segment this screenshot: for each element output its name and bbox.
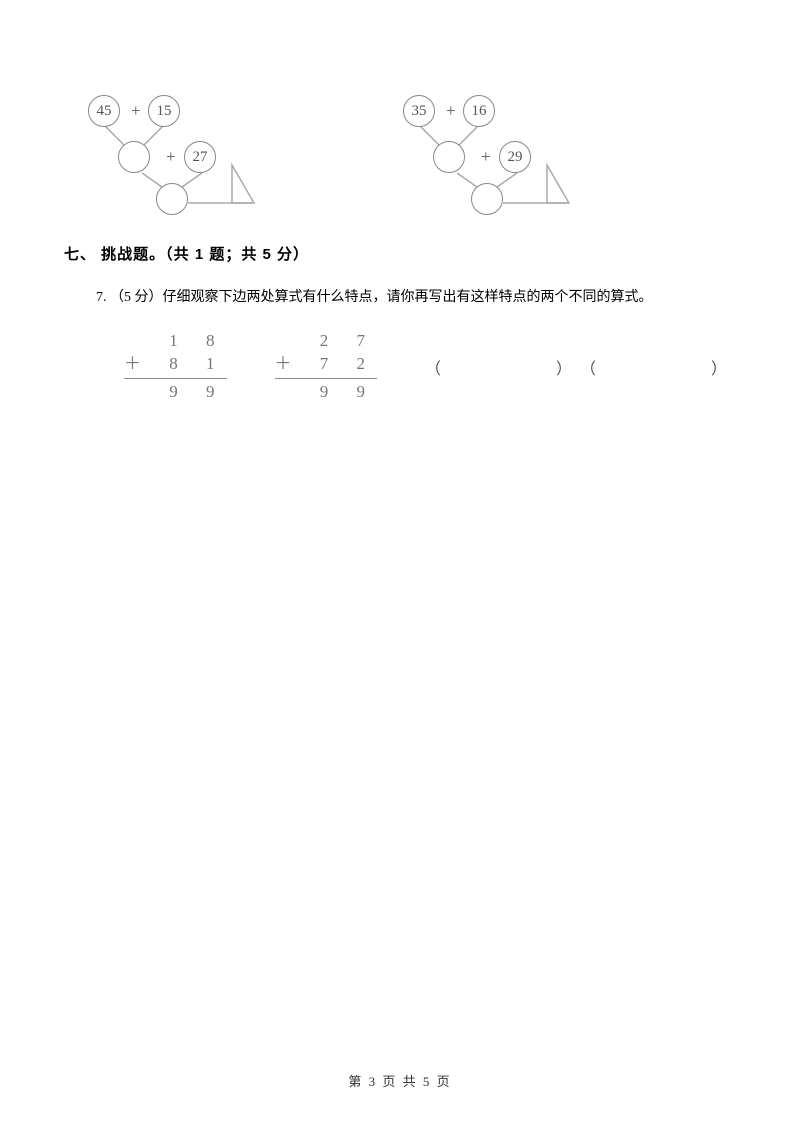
diagram-2-circle-tr: 16 [463, 95, 495, 127]
column-sum-2-r3: 9 9 [275, 378, 378, 404]
diagram-1-plus-top: + [131, 101, 141, 121]
column-sum-1-r1: 1 8 [124, 330, 227, 353]
diagram-1-circle-tr: 15 [148, 95, 180, 127]
diagram-1-circle-mid [118, 141, 150, 173]
diagram-2: 35 + 16 + 29 [399, 95, 629, 215]
diagram-2-plus-mid: + [481, 147, 491, 167]
section-7-heading: 七、 挑战题。（共 1 题；共 5 分） [64, 243, 736, 264]
column-sum-2-r1: 2 7 [275, 330, 378, 353]
answer-blank-1: （ ） [425, 355, 572, 379]
diagram-1-circle-bot [156, 183, 188, 215]
diagram-1-circle-tl: 45 [88, 95, 120, 127]
question-7-text: 仔细观察下边两处算式有什么特点，请你再写出有这样特点的两个不同的算式。 [163, 290, 653, 305]
paren-close-1: ） [556, 355, 572, 379]
diagram-1-plus-mid: + [166, 147, 176, 167]
diagram-2-circle-mid [433, 141, 465, 173]
question-7: 7. （5 分）仔细观察下边两处算式有什么特点，请你再写出有这样特点的两个不同的… [96, 286, 736, 306]
diagram-2-plus-top: + [446, 101, 456, 121]
column-sum-1: 1 8 ＋ 8 1 9 9 [124, 330, 227, 404]
column-sum-1-r2: ＋ 8 1 [124, 353, 227, 376]
column-sum-2: 2 7 ＋ 7 2 9 9 [275, 330, 378, 404]
question-7-points: （5 分） [110, 290, 163, 305]
paren-open-1: （ [425, 355, 441, 379]
diagrams-row: 45 + 15 + 27 35 + 16 + 29 [84, 95, 736, 215]
diagram-2-circle-tl: 35 [403, 95, 435, 127]
page-footer: 第 3 页 共 5 页 [0, 1071, 800, 1090]
paren-open-2: （ [580, 355, 596, 379]
diagram-2-circle-side: 29 [499, 141, 531, 173]
answer-blank-2: （ ） [580, 355, 727, 379]
column-sum-2-r2: ＋ 7 2 [275, 353, 378, 376]
diagram-1: 45 + 15 + 27 [84, 95, 314, 215]
paren-close-2: ） [711, 355, 727, 379]
diagram-1-circle-side: 27 [184, 141, 216, 173]
question-7-num: 7. [96, 290, 110, 305]
column-sums-row: 1 8 ＋ 8 1 9 9 2 7 ＋ 7 2 9 9 （ ） （ ） [124, 330, 736, 404]
column-sum-1-r3: 9 9 [124, 378, 227, 404]
diagram-2-circle-bot [471, 183, 503, 215]
